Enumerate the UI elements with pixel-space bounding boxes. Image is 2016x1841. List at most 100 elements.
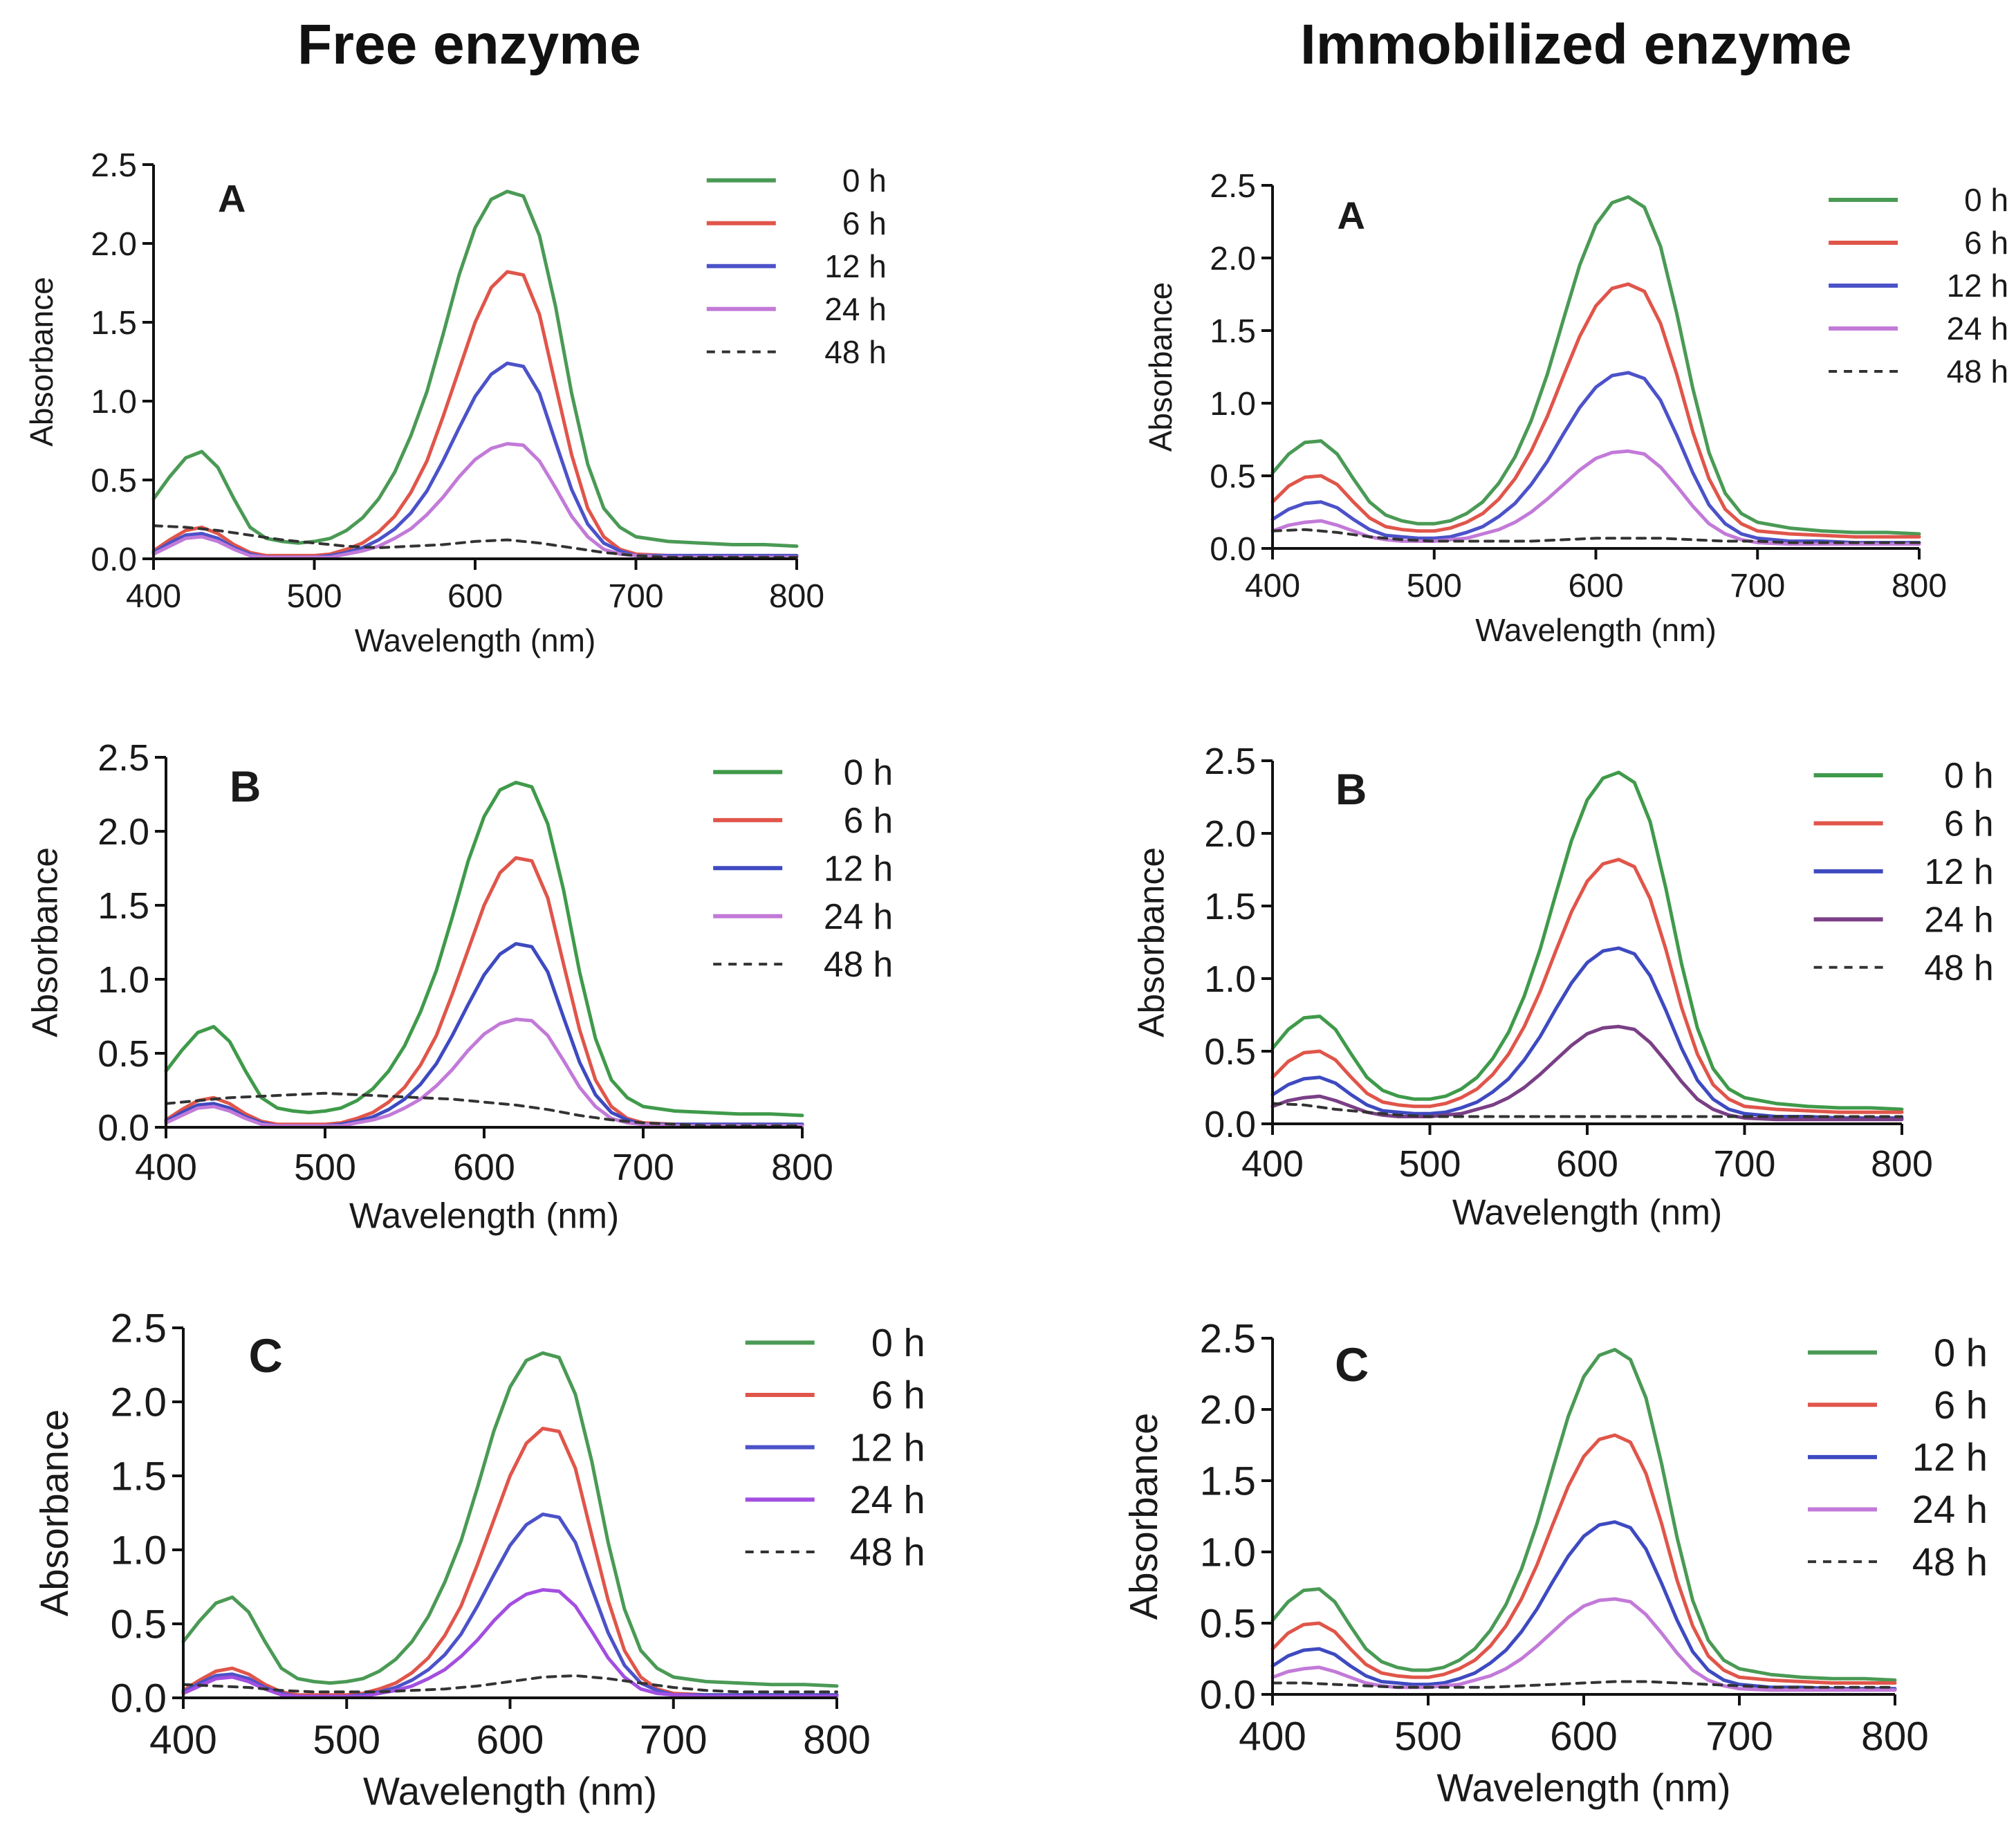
legend-label-24-h: 24 h: [824, 291, 887, 327]
y-axis-label: Absorbance: [1143, 282, 1178, 452]
legend-label-24-h: 24 h: [1924, 899, 1993, 939]
y-tick-label: 2.0: [1200, 1387, 1256, 1432]
legend-label-48-h: 48 h: [1947, 353, 2009, 389]
chart-free-enzyme-a: 400 500 600 700 800 0.0 0.5 1.0 1.5 2.0 2.5 Wavelen…: [24, 147, 887, 658]
column-title-free-enzyme: Free enzyme: [297, 13, 641, 76]
series-line-48-h: [1271, 1680, 1896, 1689]
y-tick-label: 2.5: [1210, 168, 1256, 205]
x-tick-label: 700: [608, 578, 663, 615]
x-tick-label: 600: [1556, 1143, 1618, 1185]
y-axis-label: Absorbance: [24, 277, 59, 447]
series-line-0-h: [181, 1351, 839, 1688]
y-tick-label: 1.5: [1204, 886, 1256, 927]
series-line-24-h: [164, 1017, 804, 1128]
x-tick-label: 700: [640, 1718, 708, 1763]
x-axis-label: Wavelength (nm): [363, 1770, 657, 1813]
x-tick-label: 500: [286, 578, 342, 615]
series-line-0-h: [1270, 770, 1904, 1111]
legend-label-0-h: 0 h: [842, 163, 887, 198]
series-line-48-h: [1271, 528, 1921, 544]
y-axis-label: Absorbance: [33, 1409, 76, 1616]
legend-label-48-h: 48 h: [849, 1530, 925, 1574]
y-tick-label: 0.0: [111, 1676, 167, 1721]
y-tick-label: 1.0: [1210, 386, 1256, 423]
series-line-12-h: [1270, 371, 1921, 545]
plot-area: 400 500 600 700 800 0.0 0.5 1.0 1.5 2.0 2.5 Wavelen…: [1143, 168, 2008, 648]
y-axis-label: Absorbance: [24, 847, 64, 1037]
legend-label-48-h: 48 h: [1924, 947, 1993, 988]
y-axis-label: Absorbance: [1122, 1413, 1165, 1620]
x-tick-label: 800: [1892, 568, 1947, 604]
y-tick-label: 2.0: [1210, 241, 1256, 277]
series-line-0-h: [151, 189, 799, 548]
chart-free-enzyme-c: 400 500 600 700 800 0.0 0.5 1.0 1.5 2.0 2.5 Wavelen…: [33, 1306, 925, 1813]
plot-area: 400 500 600 700 800 0.0 0.5 1.0 1.5 2.0 2.5 Wavelen…: [33, 1306, 925, 1813]
legend-label-6-h: 6 h: [844, 800, 894, 840]
x-tick-label: 800: [771, 1147, 833, 1188]
legend-label-12-h: 12 h: [1924, 851, 1993, 891]
legend-label-0-h: 0 h: [1944, 755, 1994, 795]
series-line-24-h: [181, 1588, 839, 1699]
series-line-6-h: [151, 270, 799, 557]
y-tick-label: 0.0: [91, 542, 137, 578]
series-line-48-h: [165, 1091, 804, 1127]
series-line-0-h: [1270, 195, 1921, 536]
y-tick-label: 0.5: [1204, 1031, 1256, 1073]
y-tick-label: 0.5: [1200, 1601, 1256, 1646]
x-tick-label: 500: [313, 1718, 380, 1763]
series-line-12-h: [1270, 1520, 1897, 1691]
y-tick-label: 2.0: [111, 1380, 167, 1425]
legend-label-12-h: 12 h: [1912, 1436, 1988, 1479]
chart-immobilized-enzyme-a: 400 500 600 700 800 0.0 0.5 1.0 1.5 2.0 2.5 Wavelen…: [1143, 168, 2008, 648]
legend-label-6-h: 6 h: [842, 205, 887, 241]
x-tick-label: 800: [803, 1718, 871, 1763]
legend-label-6-h: 6 h: [1964, 225, 2008, 261]
y-tick-label: 1.5: [111, 1454, 167, 1499]
series-line-0-h: [164, 780, 804, 1118]
x-tick-label: 600: [447, 578, 503, 615]
x-tick-label: 700: [1714, 1143, 1776, 1185]
y-tick-label: 1.0: [98, 959, 149, 1001]
y-tick-label: 0.0: [1200, 1672, 1256, 1717]
legend-label-48-h: 48 h: [824, 944, 893, 984]
plot-area: 400 500 600 700 800 0.0 0.5 1.0 1.5 2.0 2.5 Wavelen…: [1131, 741, 1993, 1232]
y-tick-label: 0.5: [1210, 459, 1256, 495]
series-line-48-h: [1271, 1102, 1903, 1118]
plot-area: 400 500 600 700 800 0.0 0.5 1.0 1.5 2.0 2.5 Wavelen…: [24, 737, 893, 1235]
panel-label: C: [1335, 1339, 1369, 1391]
column-title-immobilized-enzyme: Immobilized enzyme: [1300, 13, 1852, 76]
legend-label-6-h: 6 h: [1934, 1383, 1988, 1427]
legend-label-0-h: 0 h: [1964, 182, 2008, 218]
y-tick-label: 1.5: [91, 305, 137, 342]
x-tick-label: 700: [1705, 1714, 1773, 1759]
y-tick-label: 0.0: [98, 1107, 149, 1149]
y-tick-label: 1.5: [1200, 1459, 1256, 1504]
y-tick-label: 2.5: [1204, 741, 1256, 782]
legend-label-6-h: 6 h: [1944, 803, 1994, 843]
x-tick-label: 800: [1861, 1714, 1929, 1759]
y-tick-label: 0.0: [1204, 1104, 1256, 1145]
legend-label-12-h: 12 h: [824, 248, 887, 284]
series-line-24-h: [1270, 1597, 1897, 1692]
x-tick-label: 400: [135, 1147, 197, 1188]
series-line-48-h: [152, 524, 798, 559]
legend-label-6-h: 6 h: [871, 1373, 925, 1417]
series-line-6-h: [181, 1427, 839, 1697]
y-tick-label: 1.0: [91, 384, 137, 420]
y-tick-label: 1.0: [1200, 1530, 1256, 1575]
x-tick-label: 600: [453, 1147, 515, 1188]
y-tick-label: 1.0: [111, 1528, 167, 1573]
y-tick-label: 0.5: [111, 1602, 167, 1647]
x-tick-label: 400: [126, 578, 181, 615]
legend-label-24-h: 24 h: [824, 896, 893, 936]
x-tick-label: 500: [1407, 568, 1462, 604]
legend-label-12-h: 12 h: [849, 1425, 925, 1469]
y-tick-label: 1.0: [1204, 959, 1256, 1000]
y-tick-label: 0.0: [1210, 531, 1256, 568]
y-tick-label: 2.0: [1204, 813, 1256, 855]
y-tick-label: 2.0: [91, 226, 137, 263]
legend-label-12-h: 12 h: [1947, 268, 2009, 304]
chart-immobilized-enzyme-b: 400 500 600 700 800 0.0 0.5 1.0 1.5 2.0 2.5 Wavelen…: [1131, 741, 1993, 1232]
series-line-6-h: [1270, 282, 1921, 539]
